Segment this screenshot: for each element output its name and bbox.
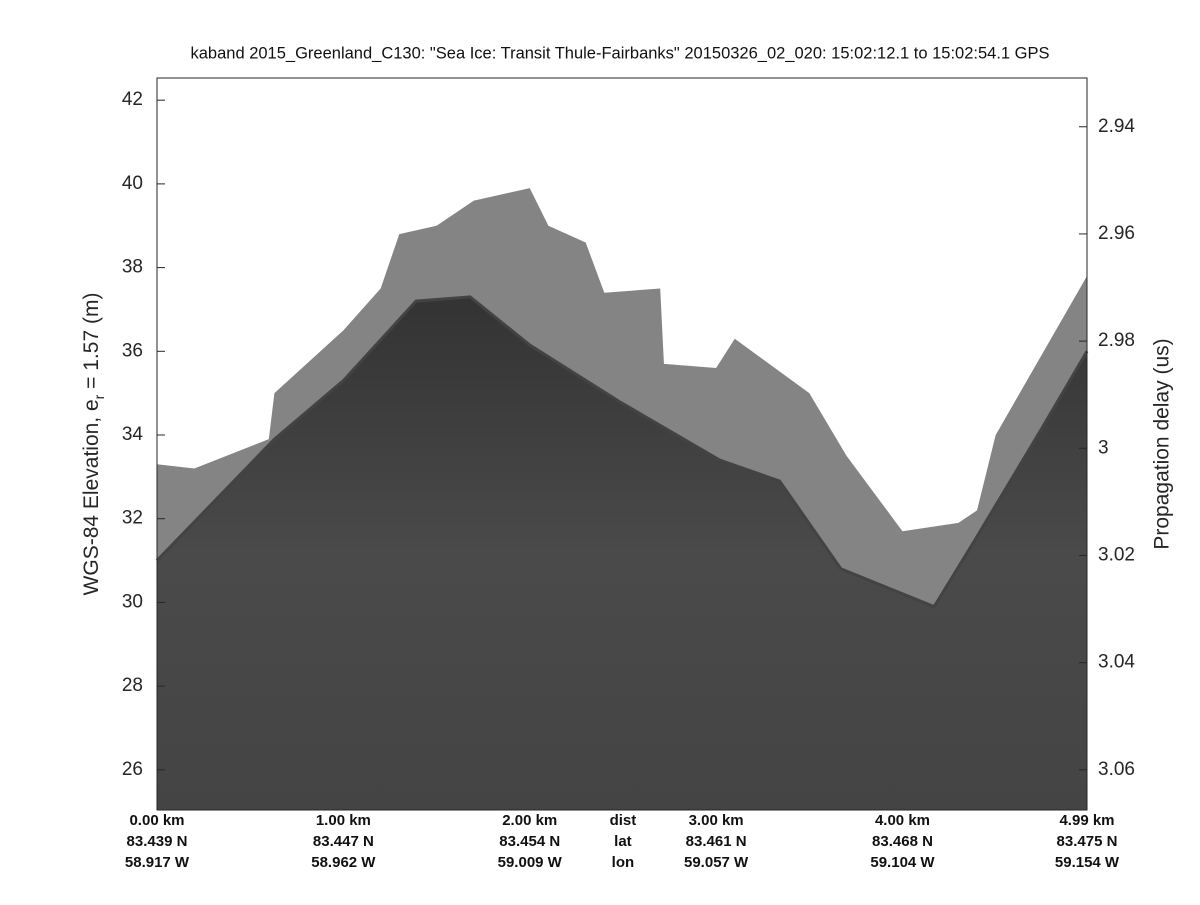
y-tick-label: 36 <box>122 340 143 361</box>
lon-label: 59.104 W <box>870 854 935 871</box>
y-axis-label: WGS-84 Elevation, er = 1.57 (m) <box>80 293 107 596</box>
lat-label: 83.461 N <box>686 833 747 850</box>
lat-label: 83.475 N <box>1057 833 1118 850</box>
x-tick-label: 4.99 km <box>1059 812 1114 829</box>
lon-label: 59.154 W <box>1055 854 1120 871</box>
surface-line <box>155 295 1089 609</box>
y-label-subscript: r <box>91 394 107 399</box>
y2-tick-label: 3.06 <box>1098 759 1135 780</box>
x-tick-label: 3.00 km <box>689 812 744 829</box>
row-label: lat <box>614 833 632 850</box>
y2-tick-label: 3 <box>1098 437 1109 458</box>
y-tick-label: 32 <box>122 508 143 529</box>
y2-axis-label: Propagation delay (us) <box>1151 338 1174 549</box>
y-tick-label: 42 <box>122 89 143 110</box>
row-label: lon <box>612 854 635 871</box>
y2-tick-label: 3.02 <box>1098 544 1135 565</box>
y-tick-label: 34 <box>122 424 144 445</box>
y2-tick-label: 2.96 <box>1098 223 1135 244</box>
row-label: dist <box>610 812 637 829</box>
y2-tick-label: 2.94 <box>1098 116 1135 137</box>
chart-title: kaband 2015_Greenland_C130: "Sea Ice: Tr… <box>190 44 1049 62</box>
lat-label: 83.439 N <box>127 833 188 850</box>
lon-label: 59.009 W <box>498 854 563 871</box>
x-tick-label: 0.00 km <box>129 812 184 829</box>
x-tick-label: 1.00 km <box>316 812 371 829</box>
lat-label: 83.468 N <box>872 833 933 850</box>
lon-label: 58.917 W <box>125 854 190 871</box>
lon-label: 59.057 W <box>684 854 749 871</box>
y-tick-label: 40 <box>122 173 143 194</box>
subsurface-region <box>157 296 1087 810</box>
x-tick-label: 4.00 km <box>875 812 930 829</box>
y2-tick-label: 3.04 <box>1098 652 1135 673</box>
y-label-text: WGS-84 Elevation, e <box>80 399 103 595</box>
lat-label: 83.454 N <box>499 833 560 850</box>
y-label-suffix: = 1.57 (m) <box>80 293 103 395</box>
y-tick-label: 30 <box>122 591 143 612</box>
lon-label: 58.962 W <box>311 854 376 871</box>
lat-label: 83.447 N <box>313 833 374 850</box>
y-tick-label: 26 <box>122 759 143 780</box>
x-tick-label: 2.00 km <box>502 812 557 829</box>
y-tick-label: 28 <box>122 675 143 696</box>
y2-tick-label: 2.98 <box>1098 330 1135 351</box>
plot-frame <box>156 77 1088 811</box>
y-tick-label: 38 <box>122 257 143 278</box>
